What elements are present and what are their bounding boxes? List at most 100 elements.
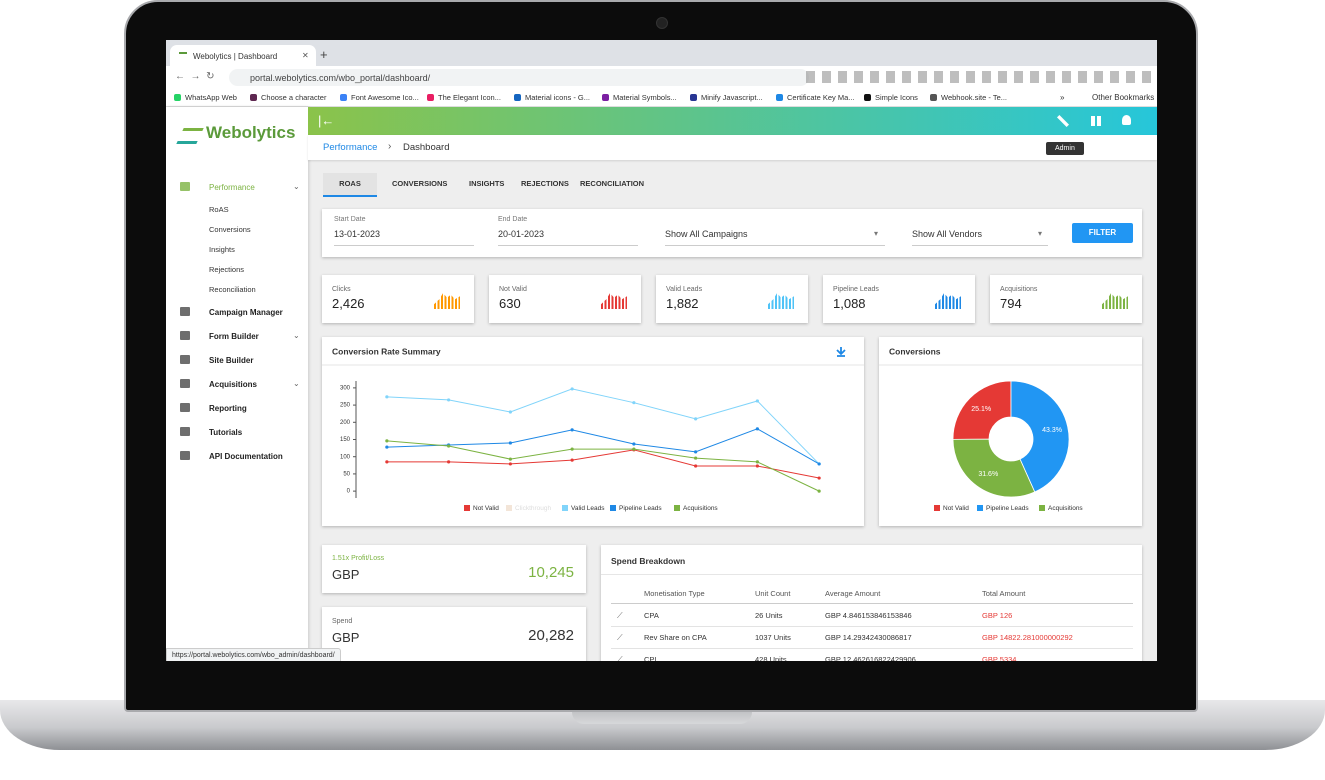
menu-item[interactable]: Site Builder: [209, 356, 254, 365]
chevron: ⌄: [293, 331, 300, 340]
currency: GBP: [332, 630, 360, 645]
menu-item[interactable]: API Documentation: [209, 452, 283, 461]
point: [632, 401, 636, 405]
kpi-card: Not Valid 630: [489, 275, 641, 323]
legend-label: Pipeline Leads: [619, 505, 662, 512]
bookmark[interactable]: The Elegant Icon...: [438, 93, 501, 102]
pie-chart-card: Conversions 25.1% 43.3% 31.6% Not Valid Pipe…: [879, 337, 1142, 526]
y-tick-label: 0: [347, 489, 351, 495]
address-bar[interactable]: [229, 69, 809, 86]
trend-icon: ⟋: [617, 633, 623, 642]
kpi-label: Acquisitions: [1000, 286, 1038, 293]
spend-card: Spend GBP 20,282: [322, 607, 586, 661]
breadcrumb-bar: [308, 135, 1157, 160]
table-cell: CPA: [644, 611, 659, 620]
bookmark[interactable]: Webhook.site - Te...: [941, 93, 1008, 102]
table-cell: GBP 14822.281000000292: [982, 633, 1073, 642]
submenu-item[interactable]: RoAS: [209, 205, 229, 214]
vendor-select[interactable]: Show All Vendors: [912, 229, 983, 239]
menu-item[interactable]: Reporting: [209, 404, 247, 413]
apps-icon[interactable]: [1091, 116, 1101, 126]
breadcrumb-link[interactable]: Performance: [323, 142, 378, 153]
end-date[interactable]: 20-01-2023: [498, 229, 545, 239]
tab[interactable]: INSIGHTS: [469, 179, 505, 188]
tab[interactable]: RECONCILIATION: [580, 179, 645, 188]
profit-value: 10,245: [528, 564, 574, 581]
kpi-label: Valid Leads: [666, 286, 703, 293]
url: portal.webolytics.com/wbo_portal/dashboa…: [250, 73, 431, 83]
user-icon[interactable]: [1122, 115, 1131, 125]
bookmark[interactable]: Material Symbols...: [613, 93, 677, 102]
spend-value: 20,282: [528, 627, 574, 644]
breadcrumb-current: Dashboard: [403, 142, 450, 153]
y-tick-label: 50: [343, 471, 350, 477]
status-bar: https://portal.webolytics.com/wbo_admin/…: [166, 648, 341, 661]
y-tick-label: 300: [340, 385, 351, 391]
submenu-item[interactable]: Insights: [209, 245, 235, 254]
tab[interactable]: ROAS: [323, 173, 377, 197]
column-header: Monetisation Type: [644, 589, 705, 598]
other-bookmarks[interactable]: Other Bookmarks: [1092, 93, 1155, 102]
bookmark[interactable]: Choose a character: [261, 93, 327, 102]
start-date[interactable]: 13-01-2023: [334, 229, 381, 239]
chart-title: Conversions: [889, 346, 941, 356]
extension-icons[interactable]: [806, 71, 1151, 83]
bookmark[interactable]: Material icons - G...: [525, 93, 591, 102]
bookmark[interactable]: Certificate Key Ma...: [787, 93, 855, 102]
divider: [601, 574, 1142, 575]
point: [447, 398, 451, 402]
legend-label: Valid Leads: [571, 505, 605, 512]
bookmark[interactable]: Font Awesome Ico...: [351, 93, 419, 102]
legend-swatch: [506, 505, 512, 511]
legend-swatch: [674, 505, 680, 511]
submenu-item[interactable]: Rejections: [209, 265, 245, 274]
pie-chart: Conversions 25.1% 43.3% 31.6% Not Valid Pipe…: [879, 346, 1142, 512]
submenu-item[interactable]: Reconciliation: [209, 285, 256, 294]
download-icon[interactable]: [836, 347, 846, 357]
bookmark[interactable]: Simple Icons: [875, 93, 918, 102]
profit-label: 1.51x Profit/Loss: [332, 555, 385, 562]
nav-buttons[interactable]: ← → ↻: [175, 71, 215, 82]
bookmarks-bar: [166, 88, 1157, 107]
collapse-button[interactable]: |←: [318, 113, 335, 128]
kpi-value: 630: [499, 296, 521, 311]
point: [755, 427, 759, 431]
new-tab[interactable]: +: [320, 47, 328, 62]
table-cell: GBP 4.846153846153846: [825, 611, 912, 620]
header-bar: [308, 107, 1157, 135]
menu-item[interactable]: Performance: [209, 183, 255, 192]
tab[interactable]: REJECTIONS: [521, 179, 569, 188]
tab-close[interactable]: ✕: [302, 51, 309, 60]
filter-button[interactable]: FILTER: [1072, 223, 1133, 243]
point: [570, 428, 574, 432]
menu-icon: [180, 403, 190, 412]
point: [694, 417, 698, 421]
browser-tab[interactable]: [170, 45, 316, 66]
tooltip: Admin: [1046, 142, 1084, 155]
more-bookmarks[interactable]: »: [1060, 93, 1065, 102]
table-cell: GBP 14.29342430086817: [825, 633, 912, 642]
tab[interactable]: CONVERSIONS: [392, 179, 448, 188]
legend-label: Pipeline Leads: [986, 505, 1029, 512]
dropdown-arrow: ▾: [874, 229, 879, 238]
submenu-item[interactable]: Conversions: [209, 225, 251, 234]
point: [570, 458, 574, 462]
point: [508, 441, 512, 445]
menu-icon: [180, 355, 190, 364]
slice-label: 43.3%: [1042, 427, 1062, 434]
point: [385, 395, 389, 399]
bookmark-icon: [690, 94, 697, 101]
slice-label: 25.1%: [971, 406, 991, 413]
menu-item[interactable]: Acquisitions: [209, 380, 258, 389]
menu-item[interactable]: Campaign Manager: [209, 308, 283, 317]
kpi-card: Pipeline Leads 1,088: [823, 275, 975, 323]
bookmark[interactable]: Minify Javascript...: [701, 93, 763, 102]
point: [755, 464, 759, 468]
favicon: [179, 52, 187, 60]
menu-item[interactable]: Tutorials: [209, 428, 243, 437]
bookmark-icon: [250, 94, 257, 101]
campaign-select[interactable]: Show All Campaigns: [665, 229, 748, 239]
bookmark[interactable]: WhatsApp Web: [185, 93, 237, 102]
underline: [334, 245, 474, 246]
menu-item[interactable]: Form Builder: [209, 332, 259, 341]
